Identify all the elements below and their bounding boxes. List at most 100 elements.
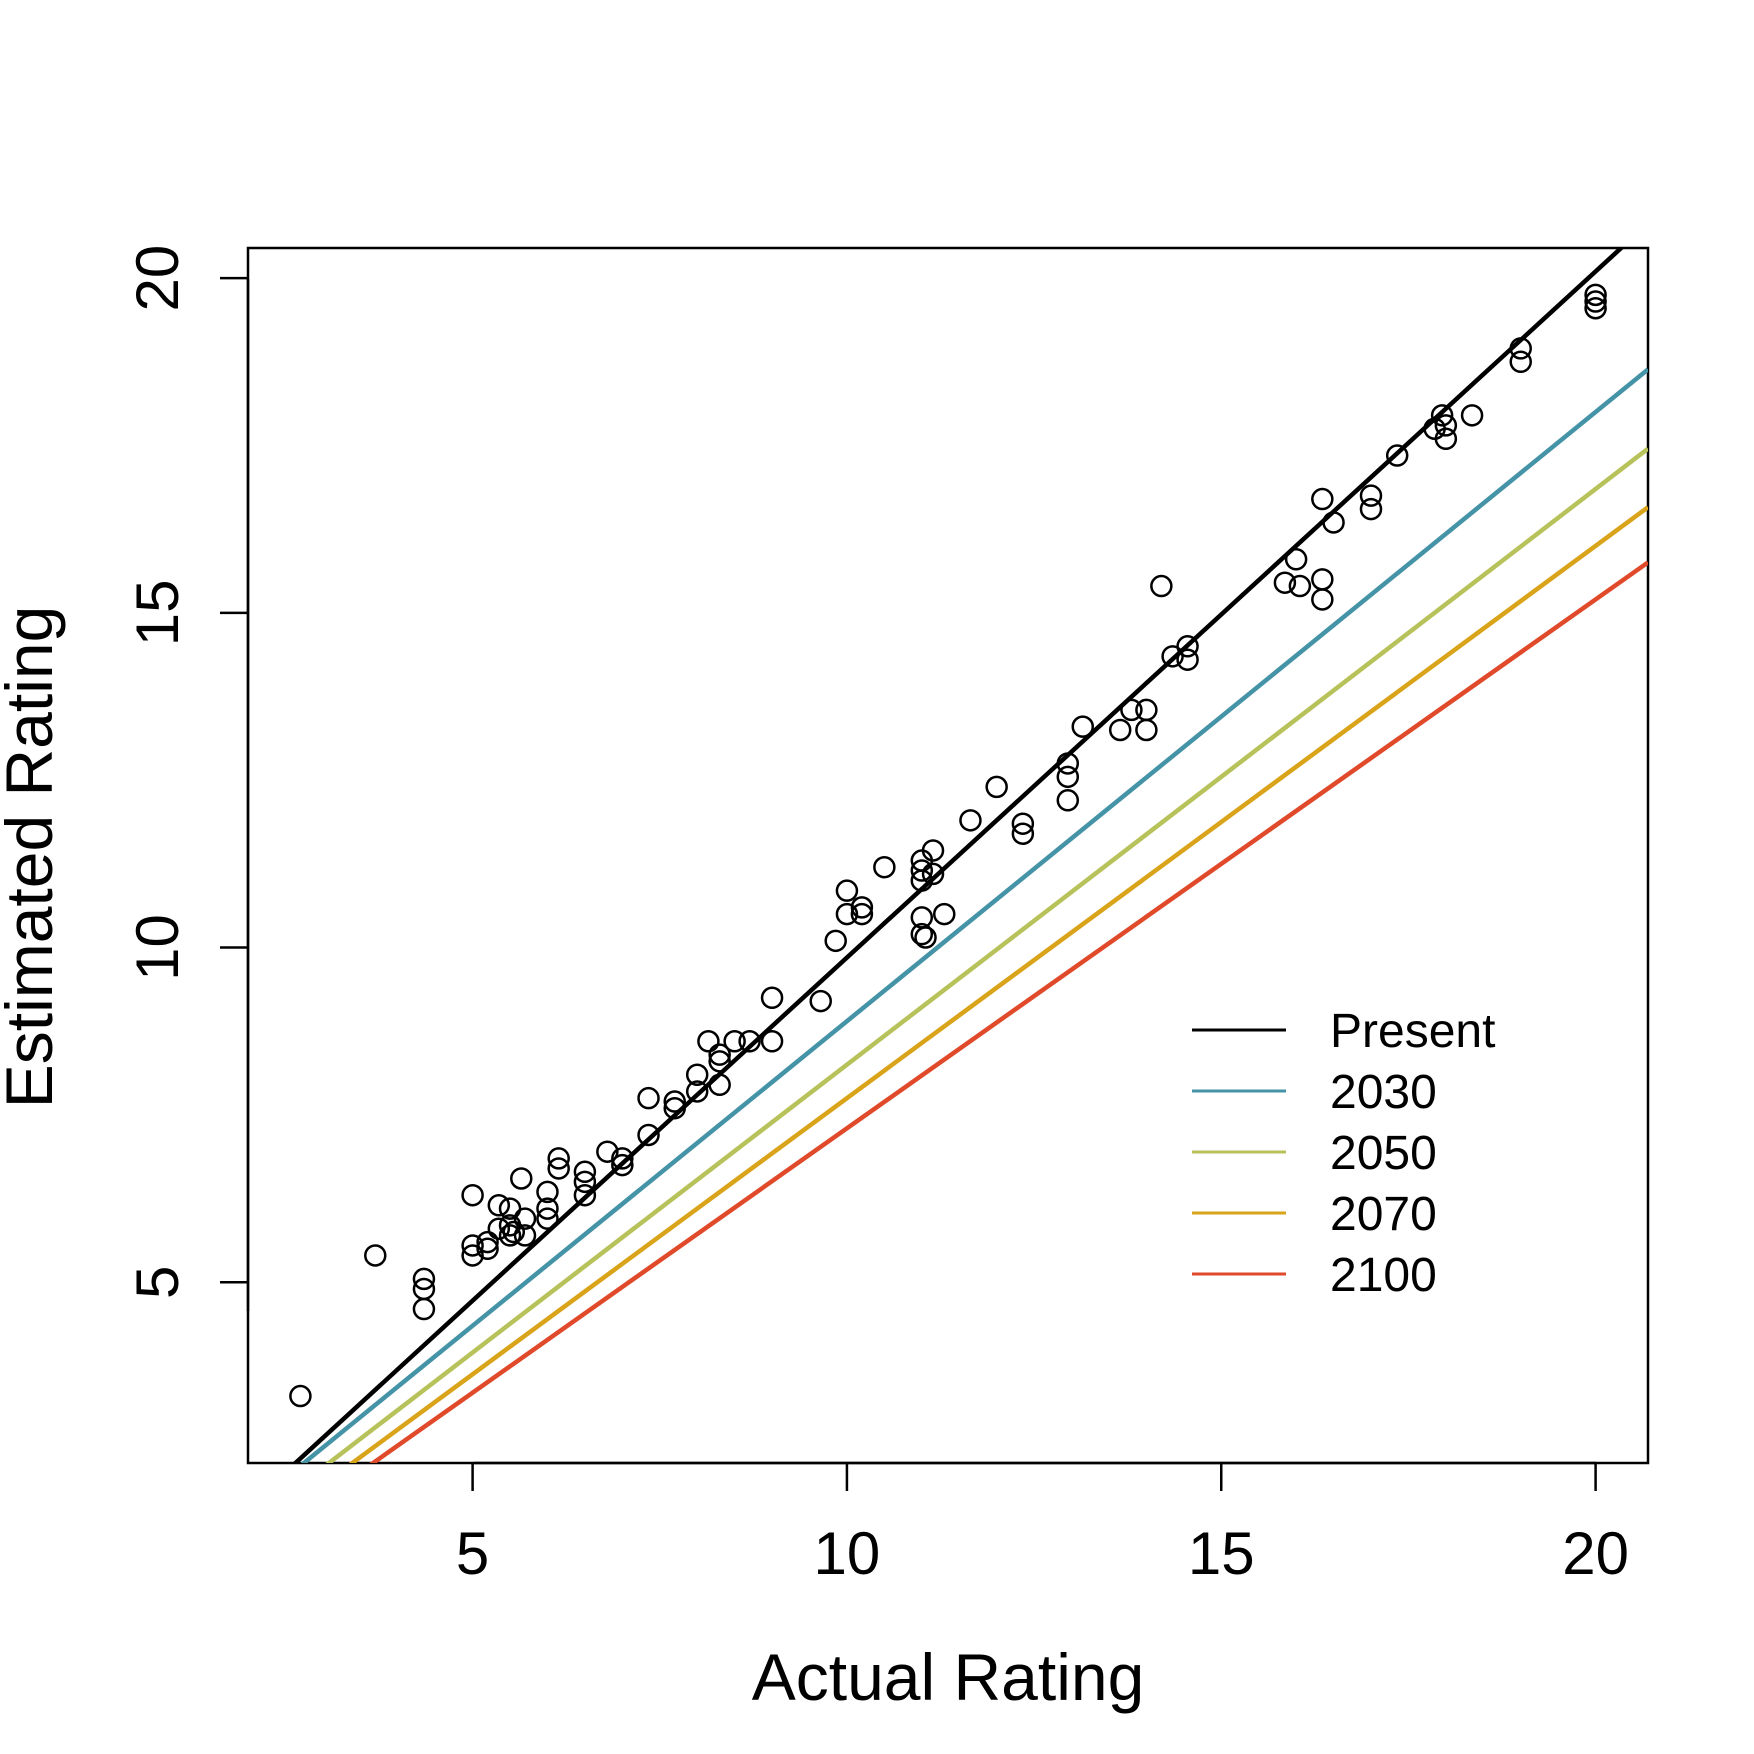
- data-point: [487, 1217, 511, 1240]
- data-point: [573, 1170, 597, 1194]
- regression-lines: [292, 248, 1648, 1463]
- data-point: [685, 1063, 709, 1086]
- data-point: [1434, 414, 1458, 437]
- data-point: [573, 1160, 597, 1184]
- data-point: [933, 902, 956, 926]
- data-point: [1509, 350, 1532, 374]
- data-point: [510, 1167, 533, 1190]
- data-point: [1071, 715, 1095, 738]
- data-point: [708, 1043, 731, 1066]
- data-point: [760, 1030, 784, 1053]
- data-point: [637, 1086, 660, 1110]
- data-point: [1108, 718, 1132, 742]
- data-point: [708, 1073, 731, 1097]
- data-point: [1176, 648, 1199, 671]
- data-point: [824, 929, 847, 953]
- data-point: [573, 1183, 597, 1207]
- data-point: [1584, 290, 1607, 313]
- data-point: [1176, 635, 1199, 658]
- series-line-2070: [348, 505, 1648, 1463]
- data-point: [1322, 511, 1345, 534]
- data-point: [697, 1030, 720, 1053]
- data-point: [914, 926, 937, 949]
- data-point: [1056, 765, 1080, 789]
- data-point: [461, 1234, 484, 1257]
- x-tick-label: 15: [1188, 1520, 1255, 1587]
- data-point: [708, 1050, 731, 1073]
- series-line-2050: [325, 446, 1648, 1463]
- y-axis-title: Estimated Rating: [0, 606, 66, 1109]
- data-point: [461, 1244, 484, 1267]
- series-line-present: [292, 248, 1625, 1463]
- data-point: [1359, 484, 1383, 507]
- x-axis: 5 10 15 20: [456, 1461, 1629, 1587]
- data-point: [1284, 548, 1308, 571]
- data-point: [1311, 487, 1334, 511]
- data-point: [1359, 497, 1383, 521]
- legend-label: 2100: [1330, 1249, 1437, 1302]
- data-point: [685, 1080, 709, 1103]
- data-point: [738, 1030, 761, 1053]
- x-axis-title: Actual Rating: [752, 1640, 1145, 1714]
- data-point: [910, 922, 934, 946]
- data-point: [1385, 444, 1409, 467]
- series-line-2030: [300, 367, 1648, 1463]
- data-point: [1430, 404, 1454, 427]
- data-point: [547, 1147, 570, 1170]
- data-point: [850, 902, 874, 926]
- data-point: [1509, 337, 1532, 360]
- data-point: [412, 1297, 436, 1321]
- data-point: [809, 989, 832, 1013]
- data-point: [910, 869, 934, 892]
- data-point: [835, 902, 859, 926]
- data-point: [1288, 574, 1312, 598]
- data-point: [536, 1180, 559, 1204]
- data-point: [1011, 822, 1035, 845]
- data-point: [959, 809, 982, 832]
- data-point: [1135, 718, 1158, 742]
- data-point: [921, 862, 945, 886]
- data-point: [663, 1090, 686, 1113]
- data-point: [487, 1194, 511, 1217]
- x-tick-label: 10: [814, 1520, 881, 1587]
- legend-label: 2070: [1330, 1188, 1437, 1241]
- data-point: [498, 1224, 522, 1247]
- data-point: [1584, 283, 1607, 307]
- x-tick-label: 20: [1562, 1520, 1629, 1587]
- data-point: [412, 1267, 436, 1291]
- y-tick-label: 15: [124, 579, 191, 646]
- data-point: [1311, 568, 1334, 591]
- x-tick-label: 5: [456, 1520, 489, 1587]
- data-point: [364, 1244, 387, 1267]
- y-tick-label: 20: [124, 245, 191, 312]
- data-point: [1584, 296, 1607, 320]
- data-point: [1056, 752, 1080, 775]
- data-point: [1311, 588, 1334, 611]
- data-point: [760, 986, 784, 1010]
- data-point: [1135, 698, 1158, 722]
- legend: Present 2030 2050 2070 2100: [1192, 1005, 1495, 1302]
- data-point: [536, 1197, 559, 1220]
- data-point: [1434, 427, 1458, 451]
- data-point: [1150, 574, 1173, 598]
- data-point: [921, 839, 945, 862]
- legend-label: Present: [1330, 1005, 1495, 1058]
- series-line-2100: [369, 560, 1648, 1463]
- data-point: [1056, 789, 1080, 812]
- data-point: [1011, 812, 1035, 835]
- data-point: [611, 1153, 634, 1177]
- data-point: [850, 896, 874, 919]
- data-point: [289, 1384, 312, 1408]
- data-point: [596, 1140, 619, 1163]
- y-tick-label: 10: [124, 914, 191, 981]
- legend-label: 2030: [1330, 1066, 1437, 1119]
- data-point: [910, 859, 934, 882]
- data-point: [536, 1207, 559, 1230]
- data-point: [513, 1224, 537, 1247]
- data-point: [835, 879, 859, 902]
- data-point: [985, 775, 1008, 799]
- data-point: [476, 1230, 499, 1254]
- data-point: [513, 1207, 537, 1230]
- data-point: [461, 1183, 484, 1207]
- data-point: [723, 1030, 746, 1053]
